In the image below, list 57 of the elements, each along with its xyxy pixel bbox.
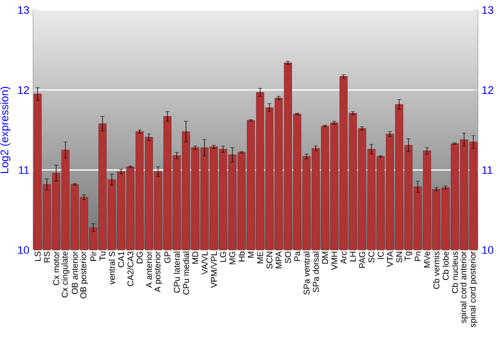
x-tick-label: Pa: [294, 251, 300, 261]
y-tick-label: 10: [18, 246, 30, 254]
x-tick-label: A posterior: [154, 251, 162, 292]
x-tick-label: CA1: [118, 252, 124, 268]
x-tick-label: Tg: [404, 252, 412, 261]
x-tick-label: SPa ventral: [303, 252, 310, 295]
x-tick-label: MD: [192, 252, 198, 264]
x-tick-label: CA2/CA3: [127, 252, 134, 286]
x-tick-label: Hb: [238, 252, 245, 262]
x-tick-label: A anterior: [146, 251, 152, 288]
x-tick-label: DM: [322, 252, 328, 264]
y2-tick-label: 13: [482, 6, 494, 14]
x-tick-label: VMH: [331, 252, 338, 270]
y-tick-label: 11: [18, 166, 29, 174]
x-tick-label: Cb lobe: [442, 252, 449, 280]
x-tick-label: VTA: [387, 251, 393, 268]
x-tick-label: Pir: [90, 251, 96, 261]
x-tick-label: Cx cingulate: [61, 252, 70, 298]
x-tick-label: LH: [350, 252, 356, 262]
x-tick-label: SPa dorsal: [312, 252, 319, 292]
y-tick-label: 12: [18, 86, 29, 94]
x-tick-label: OB posterior: [80, 251, 88, 298]
y2-tick-label: 10: [482, 246, 494, 254]
x-tick-label: OB anterior: [72, 251, 78, 294]
x-tick-label: ME: [257, 252, 264, 264]
x-tick-label: RS: [44, 252, 50, 262]
x-tick-label: MG: [229, 252, 236, 264]
x-tick-label: Arc: [340, 251, 347, 264]
x-tick-label: SO: [284, 252, 291, 264]
x-tick-label: Cb vermis: [433, 252, 440, 289]
x-tick-label: spinal cord anterior: [460, 251, 468, 323]
x-tick-label: MPA: [276, 251, 282, 268]
y-tick-label: 13: [18, 6, 29, 14]
x-tick-label: SC: [368, 252, 374, 263]
x-tick-label: Cb nucleus: [452, 252, 458, 294]
x-tick-label: GP: [164, 252, 170, 264]
x-tick-label: PAG: [359, 252, 366, 268]
x-tick-label: MVe: [424, 252, 430, 268]
x-tick-label: IC: [378, 252, 384, 259]
x-tick-label: Pn: [414, 252, 421, 261]
x-tick-label: Tu: [100, 252, 106, 261]
x-tick-label: LG: [220, 252, 226, 262]
x-tick-label: VPM/VPL: [210, 251, 217, 288]
x-tick-label: CPu lateral: [174, 252, 180, 293]
y2-tick-label: 11: [482, 166, 492, 174]
x-tick-label: spinal cord posterior: [469, 251, 478, 328]
x-tick-label: SCN: [266, 252, 272, 269]
x-tick-label: M: [248, 252, 254, 258]
y2-tick-label: 12: [482, 86, 494, 94]
x-tick-label: Cx motor: [53, 251, 60, 286]
x-tick-label: VA/VL: [201, 251, 208, 275]
x-tick-label: CPu medial: [182, 252, 190, 295]
y-axis-title: Log2 (expression): [0, 86, 10, 173]
x-tick-label: DG: [136, 252, 143, 264]
x-tick-label: ventral S: [108, 252, 115, 285]
x-tick-label: SN: [396, 252, 402, 263]
x-tick-label: LS: [34, 252, 41, 261]
